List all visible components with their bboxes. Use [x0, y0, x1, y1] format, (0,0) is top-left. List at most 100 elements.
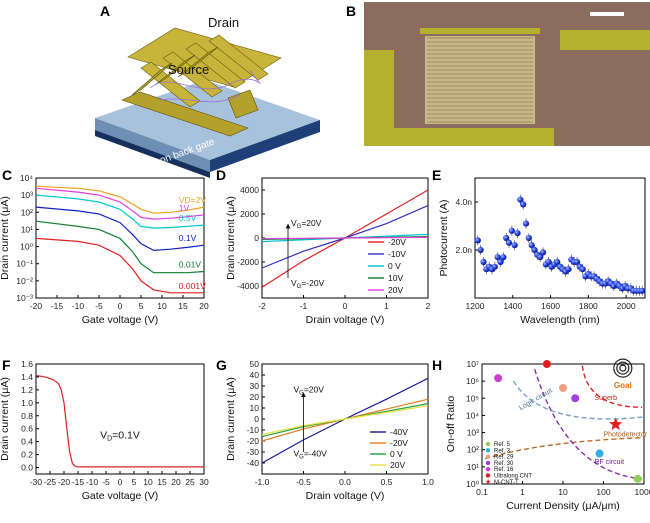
- y-tick-label: 10²: [21, 207, 33, 217]
- legend-label: -40V: [390, 427, 408, 437]
- x-tick-label: -25: [44, 477, 57, 487]
- y-tick-label: 10⁰: [20, 242, 33, 252]
- y-tick-label: 10⁴: [466, 410, 479, 420]
- legend-star: ★: [485, 478, 491, 486]
- micrograph-fingers: [427, 37, 533, 123]
- y-tick-label: 10⁰: [466, 479, 479, 489]
- data-point: [500, 254, 507, 261]
- legend-marker: [485, 473, 491, 478]
- y-tick-label: 10²: [467, 445, 479, 455]
- series-line: [35, 185, 205, 214]
- x-tick-label: 15: [178, 301, 188, 311]
- data-point: [525, 234, 532, 242]
- y-axis-label: Drain current (μA): [225, 196, 237, 280]
- x-tick-label: -5: [102, 477, 110, 487]
- y-tick-label: 0.8: [21, 411, 33, 421]
- x-axis-label: Drain voltage (V): [306, 490, 385, 502]
- data-point: [528, 242, 535, 249]
- goal-target-icon: [613, 358, 633, 378]
- data-point: [559, 383, 567, 392]
- x-tick-label: 10: [143, 477, 153, 487]
- x-tick-label: 0: [118, 301, 123, 311]
- data-point: [531, 246, 538, 254]
- photodetector-boundary: [485, 437, 643, 460]
- x-tick-label: 10: [157, 301, 167, 311]
- x-axis-label: Drain voltage (V): [306, 314, 385, 326]
- x-axis-label: Current Density (μA/μm): [506, 500, 620, 512]
- data-point: [539, 249, 547, 256]
- x-tick-label: 1: [520, 487, 525, 497]
- panel-label-a: A: [100, 3, 110, 19]
- legend-label: 10V: [388, 273, 403, 283]
- y-tick-label: -20: [247, 436, 260, 446]
- legend-label: 20V: [388, 285, 403, 295]
- panel-label-g: G: [216, 357, 227, 373]
- x-tick-label: -1: [300, 301, 308, 311]
- panel-label-b: B: [346, 3, 356, 19]
- gate-slab-side: [210, 120, 320, 172]
- data-point: [537, 254, 544, 261]
- series-label: 0.01V: [179, 260, 202, 270]
- x-tick-label: 25: [185, 477, 195, 487]
- x-tick-label: 0.0: [339, 477, 351, 487]
- legend-marker: [485, 460, 491, 466]
- legend-label: Ref. 29: [494, 455, 514, 461]
- x-tick-label: 2000: [617, 301, 636, 311]
- y-tick-label: 10⁻³: [16, 293, 33, 303]
- panel-d: D Drain voltage (V) Drain current (μA) -2 -1…: [216, 167, 431, 326]
- x-tick-label: 20: [199, 301, 209, 311]
- panel-label-f: F: [2, 357, 11, 373]
- region-label-goal: Goal: [614, 381, 632, 390]
- y-tick-label: 4.0n: [455, 197, 472, 207]
- x-tick-label: -10: [86, 477, 99, 487]
- x-tick-label: 2: [426, 301, 431, 311]
- x-tick-label: 1800: [579, 301, 598, 311]
- y-tick-label: 20: [250, 392, 260, 402]
- data-point: [474, 237, 481, 244]
- x-tick-label: 30: [199, 477, 209, 487]
- legend-label: -20V: [388, 237, 406, 247]
- gate-slab-front: [95, 118, 210, 172]
- arrow-bottom-label: VG=-20V: [291, 278, 325, 290]
- data-point: [517, 196, 524, 203]
- data-point: [480, 258, 487, 266]
- arrow-top-label: VG=20V: [294, 385, 325, 397]
- series-line: [35, 220, 205, 274]
- y-tick-label: 10⁶: [466, 376, 479, 386]
- source-label: Source: [168, 62, 209, 77]
- y-tick-label: 0.2: [21, 450, 33, 460]
- micrograph-pad-right: [560, 30, 650, 50]
- data-point: [514, 230, 521, 237]
- y-tick-label: 30: [250, 381, 260, 391]
- x-tick-label: -30: [30, 477, 43, 487]
- legend-label: Ref. 5: [494, 442, 511, 448]
- y-tick-label: 10³: [21, 190, 33, 200]
- x-tick-label: -1.0: [255, 477, 270, 487]
- x-tick-label: -0.5: [296, 477, 311, 487]
- goal-target-icon: [616, 361, 630, 375]
- y-axis-label: Drain current (μA): [0, 196, 11, 280]
- y-tick-label: 10⁷: [466, 359, 479, 369]
- data-point: [520, 201, 527, 208]
- data-point: [542, 360, 551, 368]
- data-point: [505, 239, 513, 246]
- x-tick-label: -10: [72, 301, 85, 311]
- y-tick-label: -2000: [237, 257, 259, 267]
- y-axis-label: On-off Ratio: [445, 396, 457, 453]
- arrow-bottom-label: VG=-40V: [294, 448, 328, 460]
- legend-marker: [485, 454, 491, 459]
- legend-label: 20V: [390, 460, 405, 470]
- y-tick-label: 0: [254, 414, 259, 424]
- x-tick-label: -15: [51, 301, 64, 311]
- y-tick-label: 1.4: [21, 372, 33, 382]
- plot-frame: [35, 363, 205, 475]
- data-point: [511, 242, 518, 249]
- x-axis-label: Wavelength (nm): [520, 314, 600, 326]
- micrograph-pad-bottom: [394, 128, 554, 146]
- x-tick-label: -5: [95, 301, 103, 311]
- y-tick-label: -10: [247, 425, 260, 435]
- x-tick-label: 20: [171, 477, 181, 487]
- micrograph-pad-left: [364, 50, 394, 146]
- legend-marker: [485, 448, 491, 453]
- panel-label-e: E: [432, 167, 441, 183]
